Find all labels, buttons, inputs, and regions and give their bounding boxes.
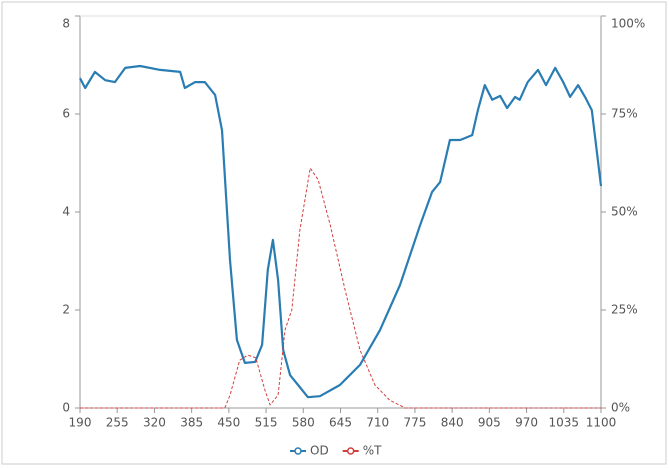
legend-marker [346,447,355,455]
y2-tick-label: 100% [611,17,645,31]
y-tick-label: 8 [62,17,70,31]
x-tick-label: 515 [255,416,278,430]
y2-tick-label: 50% [611,205,638,219]
y2-tick-label: 75% [611,107,638,121]
x-tick-label: 645 [329,416,352,430]
x-tick-label: 450 [217,416,240,430]
y-tick-label: 6 [62,107,70,121]
series-line [79,64,603,399]
series-line [80,167,601,409]
x-tick-label: 970 [515,416,538,430]
y-tick-label: 2 [62,303,70,317]
legend-marker [294,447,302,455]
x-tick-label: 1100 [586,416,617,430]
x-tick-label: 320 [143,416,166,430]
y-tick-label: 0 [62,401,70,415]
x-tick-label: 580 [292,416,315,430]
y-tick-label: 4 [62,205,70,219]
x-tick-label: 255 [106,416,129,430]
x-tick-label: 710 [366,416,389,430]
legend-label: %T [363,444,382,458]
y2-tick-label: 25% [611,303,638,317]
x-tick-label: 1035 [549,416,580,430]
y2-tick-label: 0% [611,401,630,415]
x-tick-label: 775 [403,416,426,430]
x-tick-label: 190 [69,416,92,430]
x-tick-label: 840 [441,416,464,430]
x-tick-label: 385 [180,416,203,430]
legend-label: OD [310,444,329,458]
x-tick-label: 905 [478,416,501,430]
